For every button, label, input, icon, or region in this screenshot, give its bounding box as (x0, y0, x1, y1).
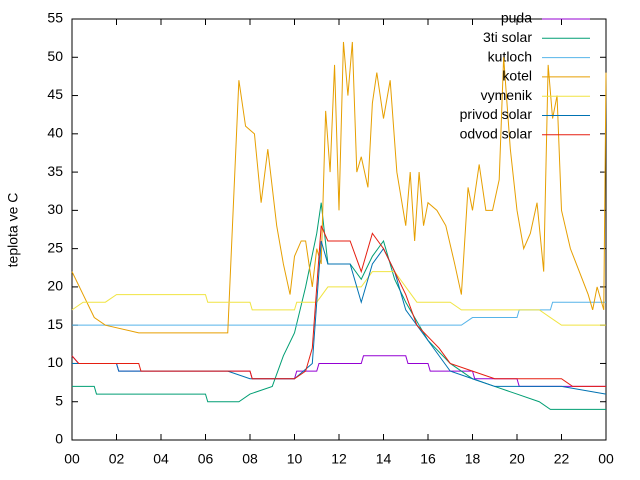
x-tick-label: 18 (465, 451, 481, 467)
y-tick-label: 25 (47, 239, 63, 255)
y-tick-label: 30 (47, 201, 63, 217)
series-line (71, 271, 606, 326)
legend-label: privod solar (460, 106, 533, 122)
x-tick-label: 00 (598, 451, 614, 467)
y-tick-label: 35 (47, 163, 63, 179)
series-line (71, 225, 606, 387)
legend-label: kutloch (488, 48, 532, 64)
x-tick-label: 04 (153, 451, 169, 467)
legend-label: vymenik (481, 87, 533, 103)
legend-label: odvod solar (460, 126, 533, 142)
y-tick-label: 15 (47, 316, 63, 332)
y-tick-label: 10 (47, 354, 63, 370)
x-tick-label: 08 (242, 451, 258, 467)
x-tick-label: 00 (64, 451, 80, 467)
x-tick-label: 10 (287, 451, 303, 467)
y-tick-label: 50 (47, 48, 63, 64)
y-tick-label: 0 (55, 431, 63, 447)
y-tick-label: 40 (47, 125, 63, 141)
legend-label: 3ti solar (483, 29, 532, 45)
legend-label: kotel (502, 68, 532, 84)
x-tick-label: 02 (109, 451, 125, 467)
y-tick-label: 20 (47, 278, 63, 294)
x-tick-label: 16 (420, 451, 436, 467)
y-tick-label: 5 (55, 392, 63, 408)
x-tick-label: 22 (554, 451, 570, 467)
series-line (71, 41, 607, 334)
x-tick-label: 12 (331, 451, 347, 467)
y-tick-label: 45 (47, 86, 63, 102)
y-tick-label: 55 (47, 10, 63, 26)
series-line (72, 240, 607, 395)
x-tick-label: 06 (198, 451, 214, 467)
series-line (72, 301, 606, 326)
x-tick-label: 20 (509, 451, 525, 467)
x-tick-label: 14 (376, 451, 392, 467)
y-axis-label: teplota ve C (5, 193, 21, 268)
legend-label: puda (501, 10, 532, 26)
